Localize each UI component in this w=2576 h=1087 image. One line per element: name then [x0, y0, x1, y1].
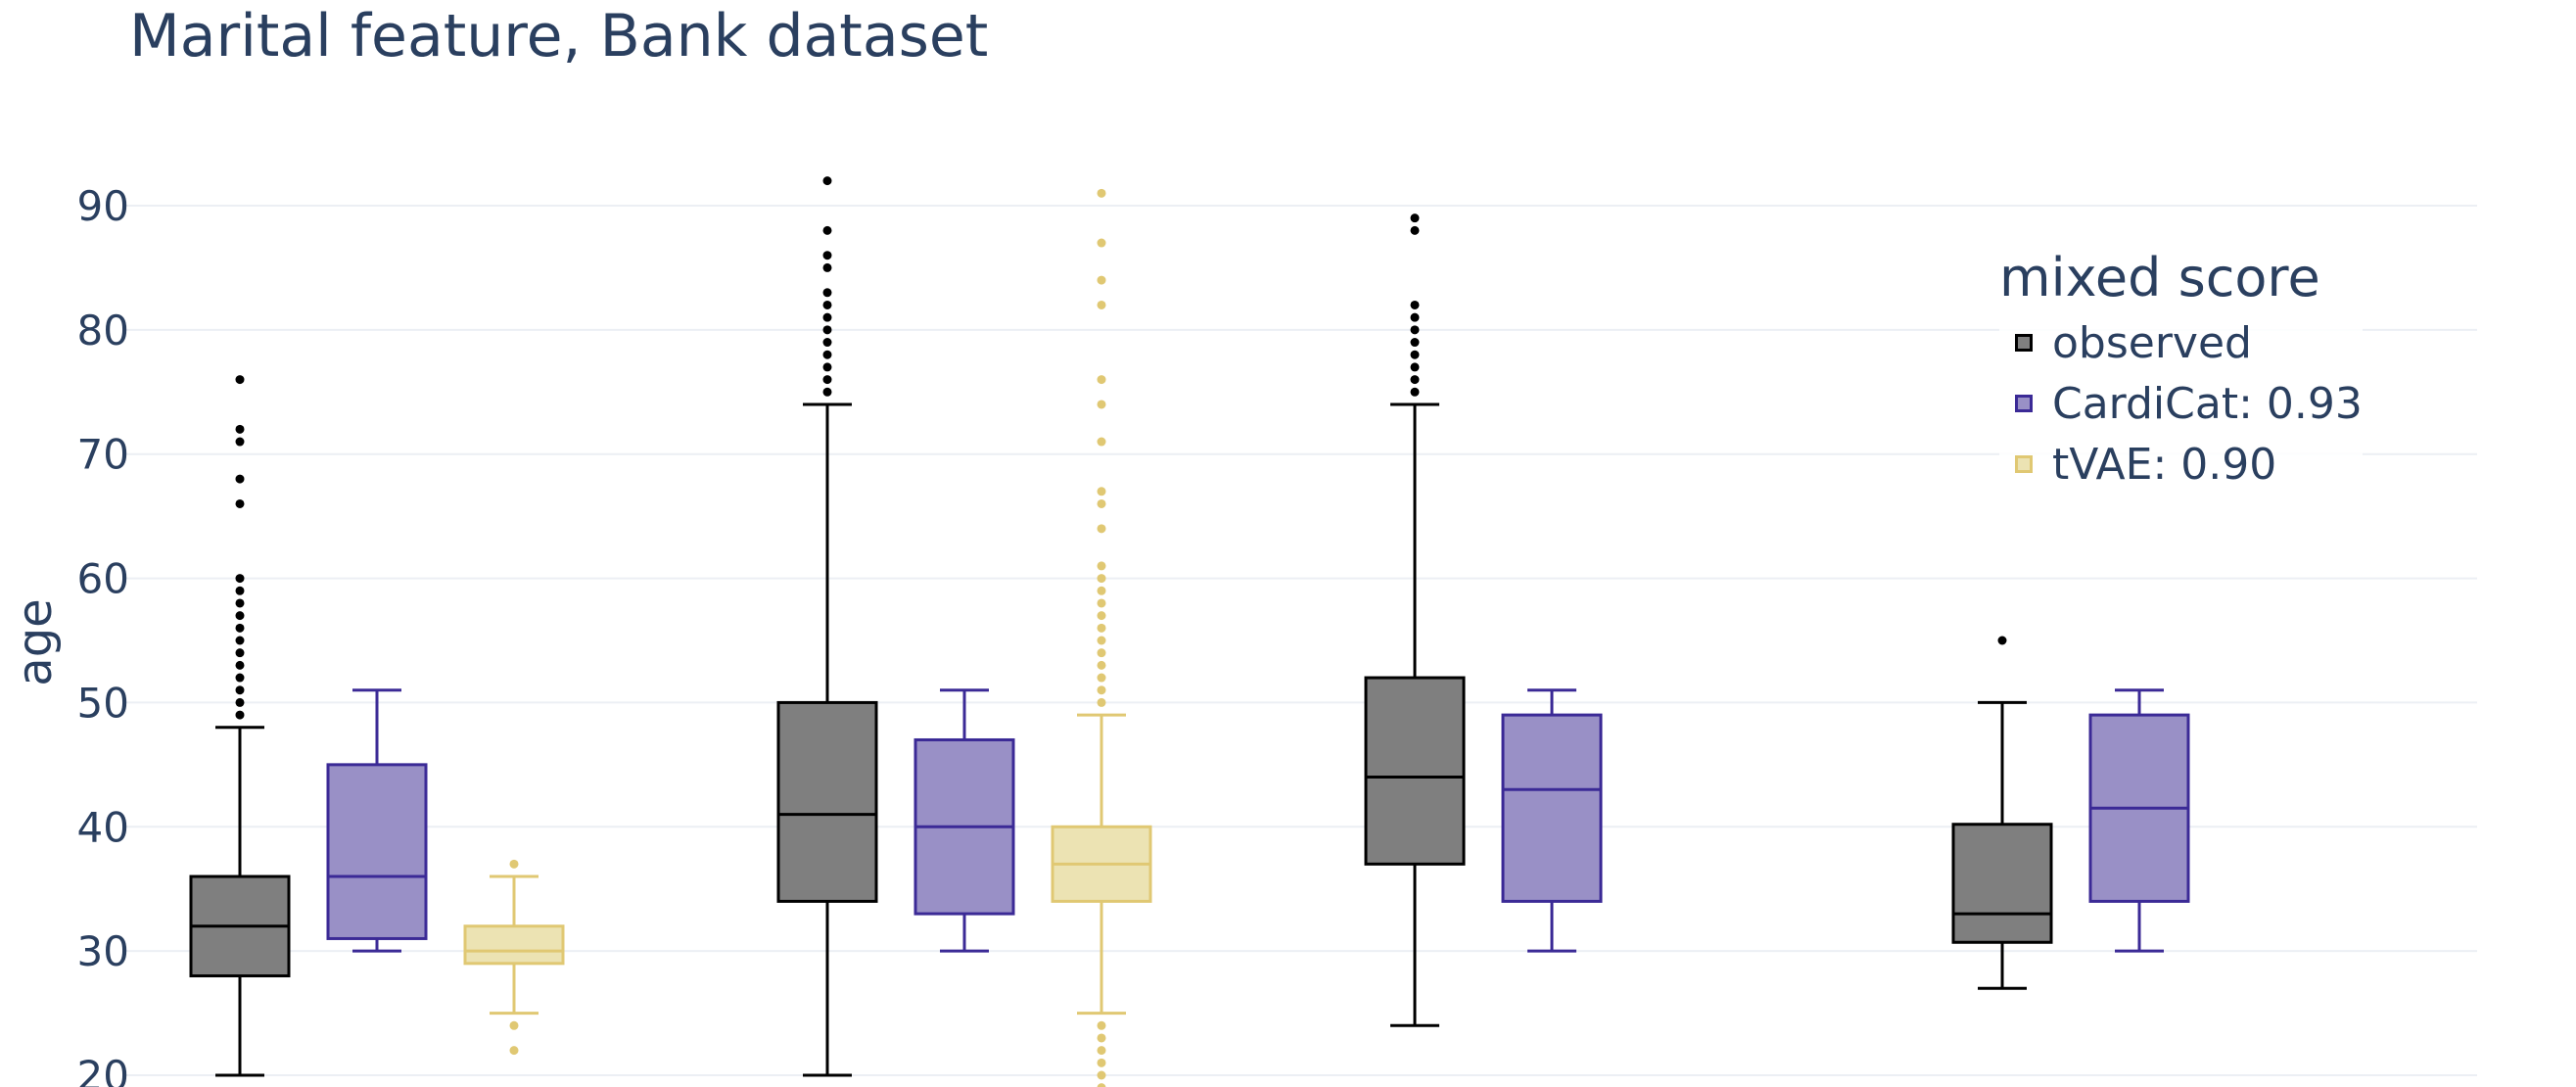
outlier-point: [1097, 400, 1106, 409]
outlier-point: [1410, 350, 1420, 359]
outlier-point: [235, 375, 245, 385]
legend-item-cardicat[interactable]: CardiCat: 0.93: [1999, 373, 2363, 434]
chart-title: Marital feature, Bank dataset: [129, 2, 989, 71]
outlier-point: [822, 251, 832, 260]
outlier-point: [1097, 1033, 1106, 1043]
outlier-point: [1097, 697, 1106, 707]
outlier-point: [1097, 623, 1106, 633]
outlier-point: [1410, 213, 1420, 223]
outlier-point: [822, 338, 832, 348]
outlier-point: [235, 574, 245, 584]
outlier-point: [1097, 574, 1106, 584]
outlier-point: [822, 362, 832, 372]
y-tick-label: 90: [77, 182, 129, 230]
outlier-point: [822, 312, 832, 322]
outlier-point: [1410, 338, 1420, 348]
outlier-point: [1097, 188, 1106, 198]
outlier-point: [1097, 598, 1106, 608]
outlier-point: [822, 300, 832, 309]
outlier-point: [235, 437, 245, 447]
outlier-point: [235, 660, 245, 670]
legend-title: mixed score: [1999, 247, 2320, 308]
outlier-point: [822, 375, 832, 385]
box: [1501, 713, 1603, 903]
outlier-point: [1410, 225, 1420, 235]
legend-item-tvae[interactable]: tVAE: 0.90: [1999, 434, 2363, 495]
box: [1364, 676, 1466, 866]
outlier-point: [235, 598, 245, 608]
outlier-point: [235, 685, 245, 695]
outlier-point: [235, 673, 245, 683]
outlier-point: [1097, 437, 1106, 447]
outlier-point: [1097, 300, 1106, 309]
y-tick-label: 50: [77, 679, 129, 727]
legend-label-observed: observed: [2052, 317, 2252, 368]
outlier-point: [1410, 300, 1420, 309]
outlier-point: [1410, 375, 1420, 385]
outlier-point: [235, 623, 245, 633]
outlier-point: [1097, 660, 1106, 670]
outlier-point: [1097, 1058, 1106, 1067]
legend-swatch-cardicat: [2015, 395, 2033, 412]
legend: mixed score observed CardiCat: 0.93 tVAE…: [1999, 247, 2363, 495]
outlier-point: [509, 859, 519, 869]
outlier-point: [822, 325, 832, 335]
outlier-point: [822, 387, 832, 397]
outlier-point: [235, 636, 245, 645]
y-tick-label: 20: [77, 1052, 129, 1087]
outlier-point: [235, 498, 245, 508]
outlier-point: [1410, 312, 1420, 322]
outlier-point: [1097, 487, 1106, 496]
outlier-point: [509, 1020, 519, 1030]
outlier-point: [1097, 238, 1106, 248]
outlier-point: [1097, 498, 1106, 508]
outlier-point: [1097, 586, 1106, 595]
outlier-point: [235, 474, 245, 484]
outlier-point: [1097, 673, 1106, 683]
legend-label-cardicat: CardiCat: 0.93: [2052, 378, 2363, 429]
legend-item-observed[interactable]: observed: [1999, 312, 2363, 373]
outlier-point: [1097, 275, 1106, 285]
outlier-point: [1097, 1046, 1106, 1056]
outlier-point: [235, 611, 245, 621]
box: [776, 700, 878, 903]
outlier-point: [822, 350, 832, 359]
y-tick-label: 70: [77, 431, 129, 479]
outlier-point: [1097, 524, 1106, 534]
outlier-point: [1410, 387, 1420, 397]
outlier-point: [1410, 325, 1420, 335]
outlier-point: [1097, 561, 1106, 571]
outlier-point: [1097, 1020, 1106, 1030]
outlier-point: [822, 262, 832, 272]
outlier-point: [1097, 636, 1106, 645]
outlier-point: [1410, 362, 1420, 372]
box: [463, 924, 565, 966]
y-tick-label: 80: [77, 307, 129, 354]
box: [326, 763, 428, 940]
y-tick-label: 30: [77, 927, 129, 975]
legend-label-tvae: tVAE: 0.90: [2052, 439, 2277, 490]
outlier-point: [822, 176, 832, 186]
outlier-point: [822, 288, 832, 298]
legend-swatch-observed: [2015, 334, 2033, 352]
outlier-point: [1997, 636, 2007, 645]
y-tick-label: 40: [77, 803, 129, 851]
outlier-point: [235, 697, 245, 707]
outlier-point: [1097, 1070, 1106, 1080]
outlier-point: [822, 225, 832, 235]
outlier-point: [1097, 685, 1106, 695]
outlier-point: [235, 710, 245, 720]
box: [1951, 823, 2053, 944]
outlier-point: [235, 648, 245, 658]
outlier-point: [235, 424, 245, 434]
outlier-point: [1097, 611, 1106, 621]
outlier-point: [509, 1046, 519, 1056]
outlier-point: [1097, 648, 1106, 658]
outlier-point: [1097, 375, 1106, 385]
outlier-point: [1097, 1083, 1106, 1087]
y-tick-label: 60: [77, 555, 129, 603]
outlier-point: [235, 586, 245, 595]
legend-swatch-tvae: [2015, 455, 2033, 473]
